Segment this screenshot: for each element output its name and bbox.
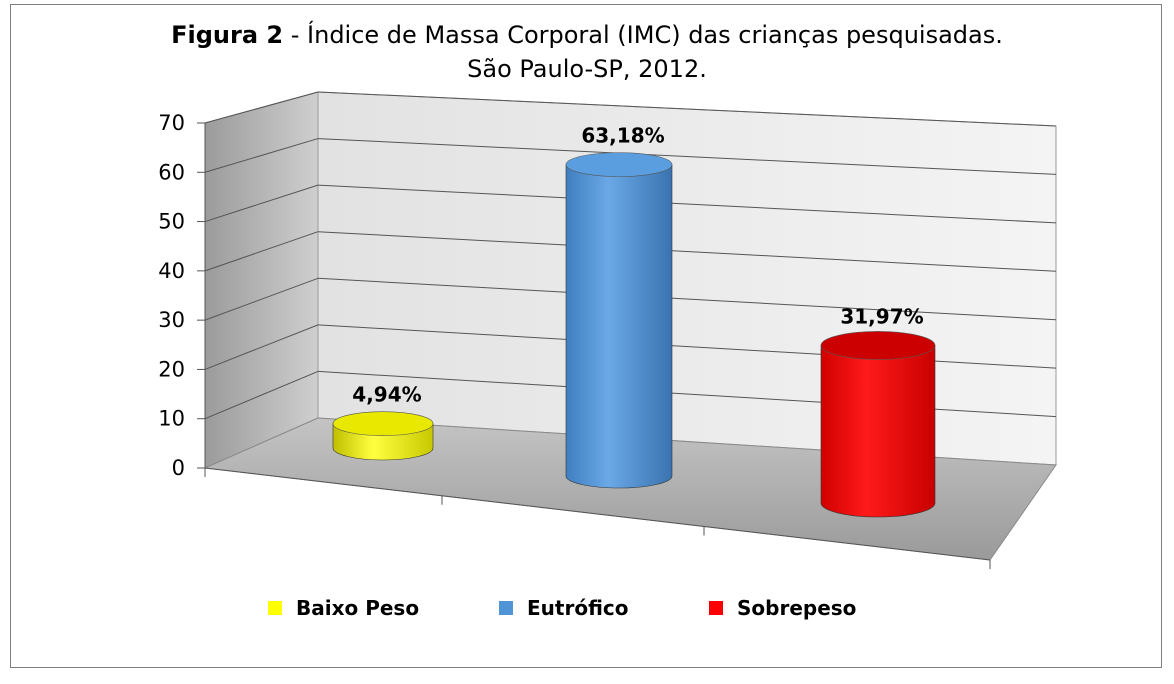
legend-item-baixo-peso: Baixo Peso: [268, 596, 419, 620]
data-label: 63,18%: [581, 124, 664, 148]
y-tick-label: 10: [158, 407, 185, 431]
back-wall: [317, 91, 1057, 466]
gridline-back: [317, 91, 1057, 127]
y-tick-label: 20: [158, 357, 185, 381]
gridline-side: [204, 138, 319, 173]
gridline-side: [204, 231, 319, 272]
title-bold: Figura 2: [171, 21, 284, 49]
gridline-side: [204, 324, 319, 370]
gridline-side: [204, 91, 319, 124]
bar-top: [332, 411, 434, 436]
chart-title: Figura 2 - Índice de Massa Corporal (IMC…: [0, 18, 1174, 86]
y-tick-label: 50: [158, 210, 185, 234]
y-tick-label: 60: [158, 160, 185, 184]
chart-legend: Baixo Peso Eutrófico Sobrepeso: [0, 596, 1174, 626]
legend-swatch: [499, 601, 513, 615]
gridline-back: [317, 138, 1057, 175]
data-label: 31,97%: [840, 304, 923, 328]
y-tick-label: 0: [172, 456, 185, 480]
legend-item-sobrepeso: Sobrepeso: [709, 596, 856, 620]
bar-top: [565, 152, 673, 177]
title-line2: São Paulo-SP, 2012.: [467, 55, 707, 83]
legend-item-eutrofico: Eutrófico: [499, 596, 628, 620]
bar-sobrepeso: [820, 331, 936, 518]
gridline-side: [204, 277, 319, 321]
gridline-back: [317, 231, 1057, 272]
data-label: 4,94%: [352, 383, 421, 407]
y-tick-label: 30: [158, 308, 185, 332]
y-tick-label: 70: [158, 111, 185, 135]
bar-body: [820, 345, 936, 518]
y-tick-label: 40: [158, 259, 185, 283]
bar-eutrofico: [565, 152, 673, 489]
gridline-side: [204, 370, 319, 420]
title-line1: - Índice de Massa Corporal (IMC) das cri…: [283, 21, 1003, 49]
legend-swatch: [268, 601, 282, 615]
bar-top: [820, 331, 936, 360]
gridline-side: [204, 184, 319, 223]
legend-label: Sobrepeso: [737, 596, 857, 620]
gridline-back: [317, 184, 1057, 224]
gridline-back: [317, 277, 1057, 321]
bar-body: [565, 164, 673, 489]
legend-label: Eutrófico: [527, 596, 629, 620]
legend-label: Baixo Peso: [296, 596, 420, 620]
legend-swatch: [709, 601, 723, 615]
x-axis-line: [204, 467, 991, 561]
bar-baixo-peso: [332, 411, 434, 461]
